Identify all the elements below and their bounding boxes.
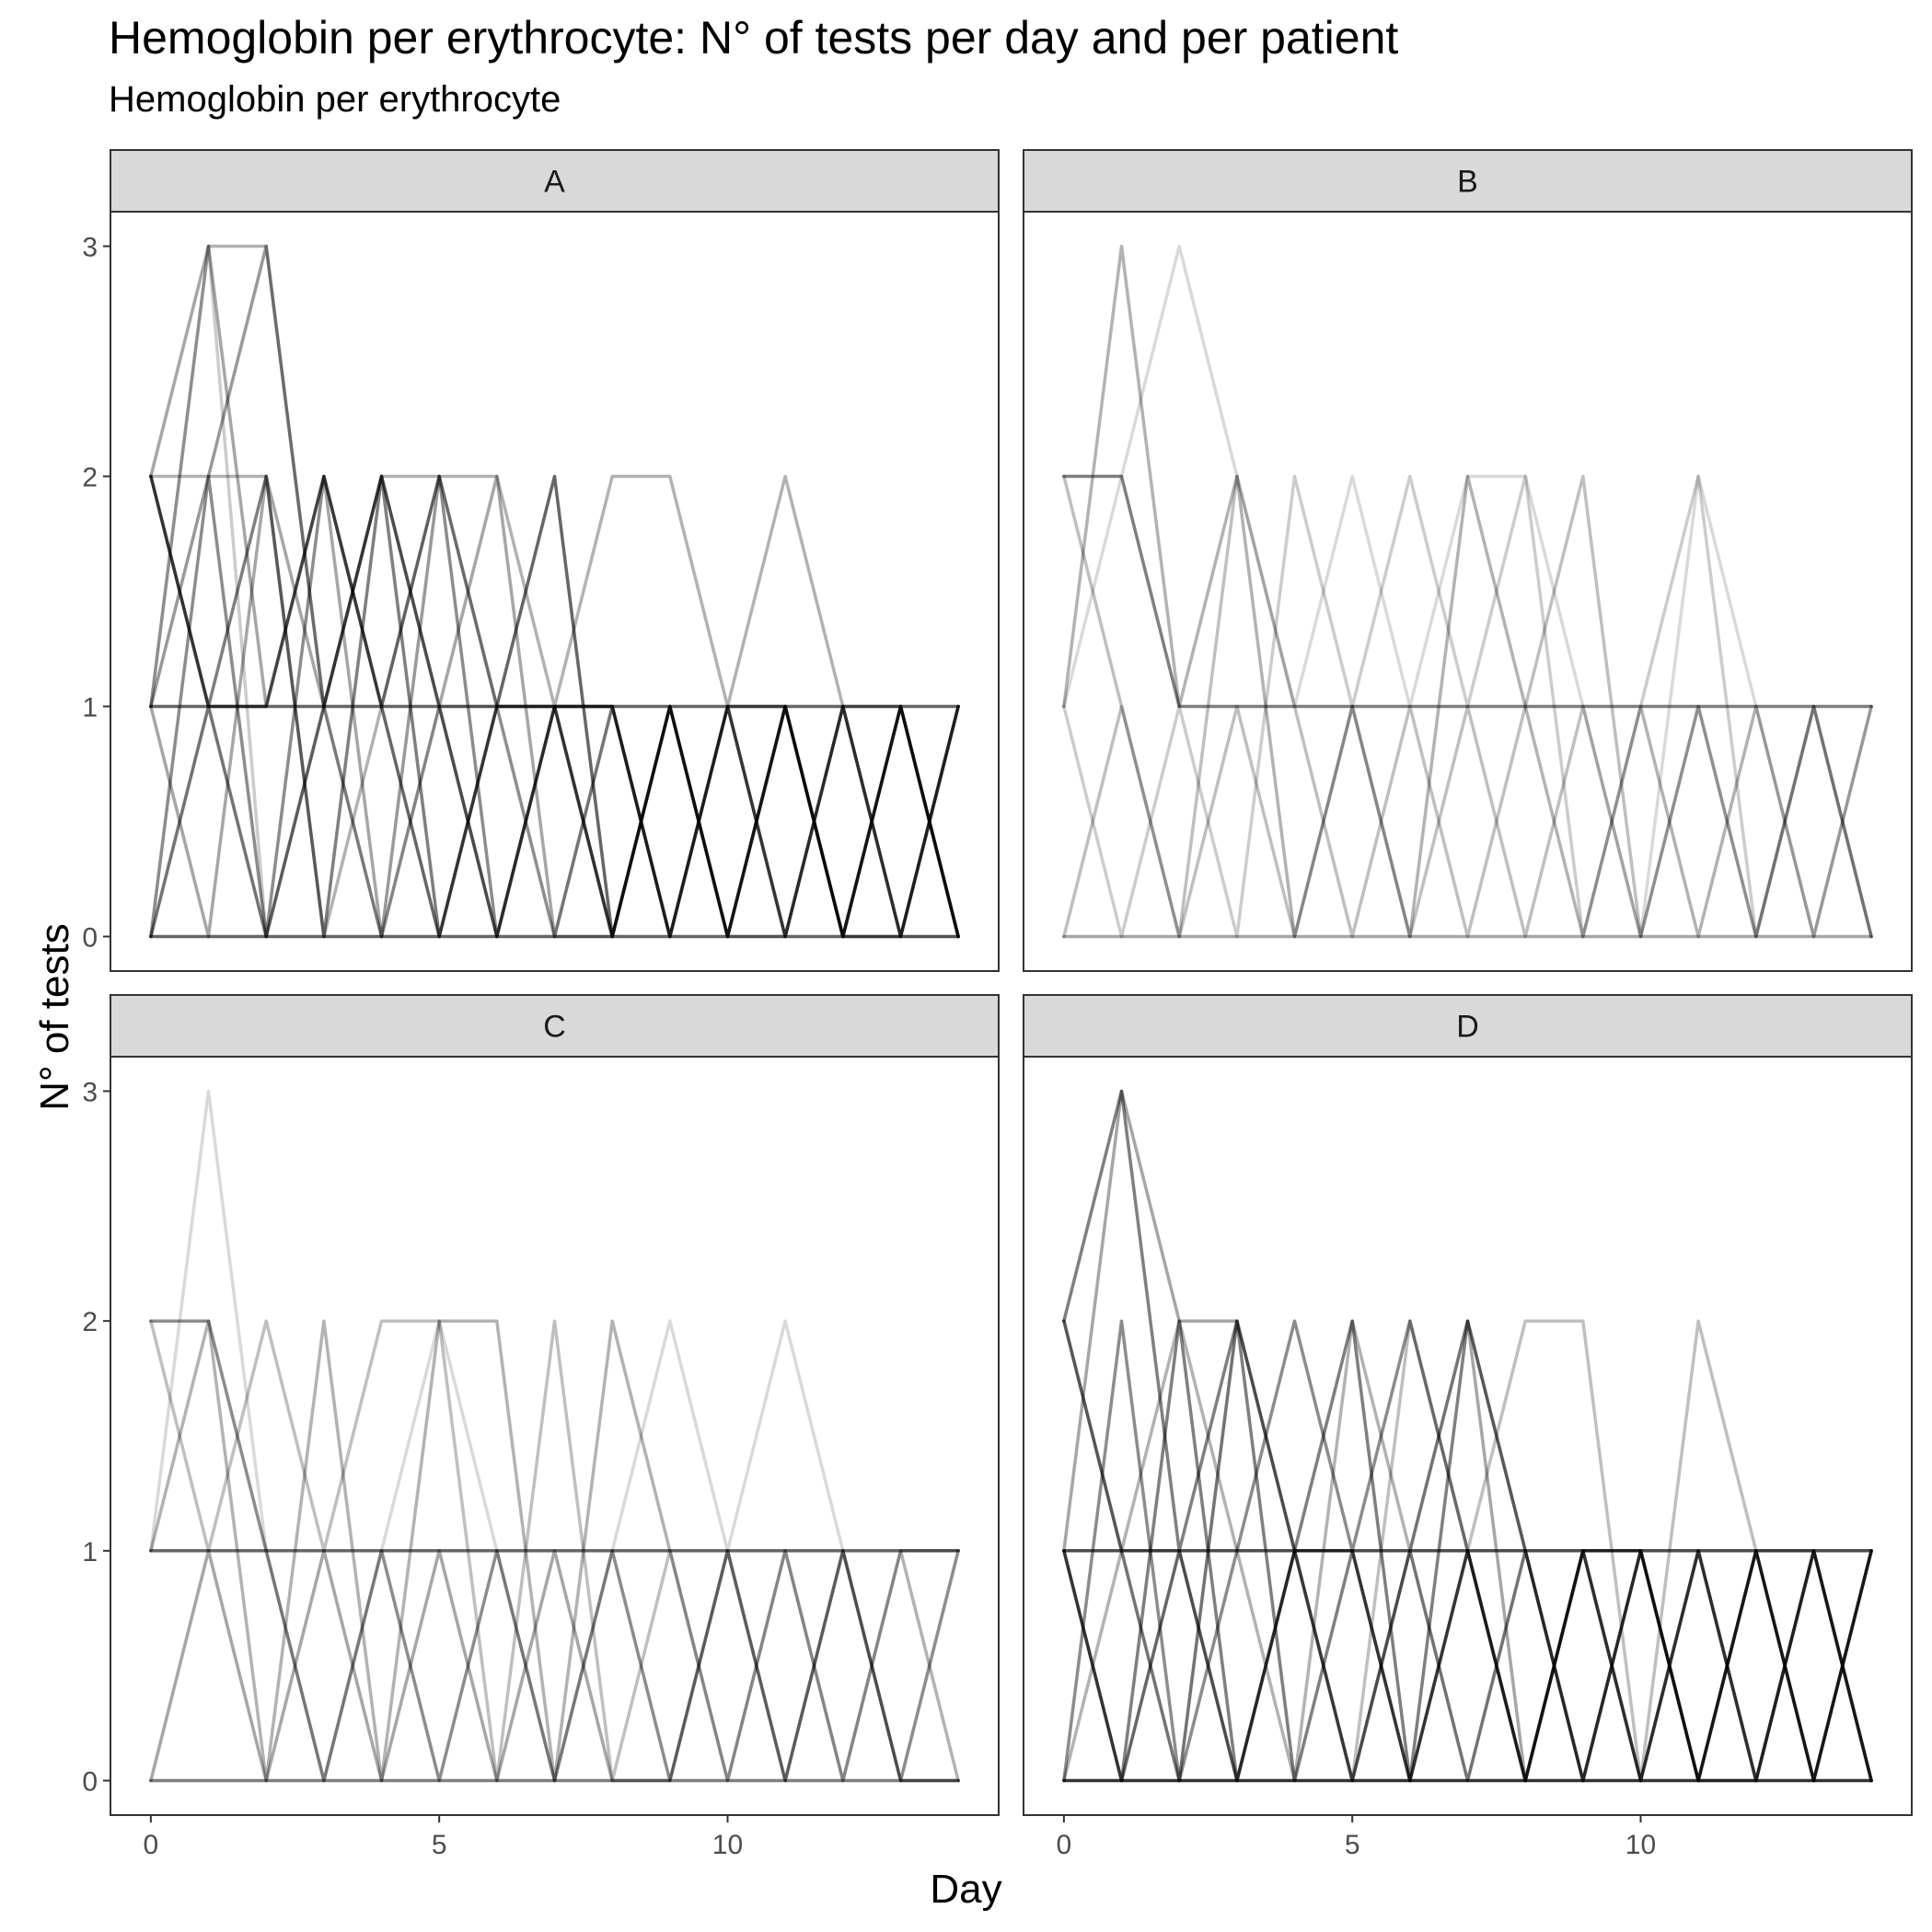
x-tick-label: 5 (1345, 1830, 1360, 1860)
panel-background (1024, 1057, 1912, 1815)
y-tick-label: 3 (82, 233, 98, 263)
series-lines (1062, 1089, 1873, 1783)
facet-panel-A: A 0 1 2 3 (82, 149, 1000, 972)
facet-strip-label: C (543, 1010, 566, 1045)
y-tick-label: 2 (82, 1307, 98, 1337)
facet-strip-label: D (1456, 1010, 1479, 1045)
x-tick-label: 10 (1625, 1830, 1656, 1860)
y-tick-label: 2 (82, 463, 98, 493)
facet-strip (1023, 994, 1913, 1058)
y-tick-label: 0 (82, 1767, 98, 1798)
x-tick-label: 0 (1057, 1830, 1072, 1860)
series-line-A-7 (149, 474, 960, 939)
facet-strip (110, 149, 1000, 213)
y-tick-label: 0 (82, 923, 98, 954)
y-tick-label: 1 (82, 693, 98, 723)
facet-panel-D: D 0 5 10 (1023, 994, 1913, 1860)
series-line-B-1 (1062, 244, 1873, 939)
panel-background (1024, 212, 1912, 971)
panel-border (110, 211, 1000, 972)
chart-title: Hemoglobin per erythrocyte: N° of tests … (109, 12, 1399, 64)
x-tick-label: 0 (144, 1830, 159, 1860)
series-line-C-4 (149, 1319, 960, 1783)
series-line-B-3 (1062, 474, 1873, 709)
series-line-B-6 (1062, 474, 1873, 939)
facet-strip-label: B (1457, 165, 1478, 200)
x-tick-label: 10 (712, 1830, 743, 1860)
y-tick-label: 3 (82, 1077, 98, 1107)
panel-background (110, 1057, 999, 1815)
series-lines (149, 244, 960, 939)
panel-background (110, 212, 999, 971)
series-line-B-4 (1062, 474, 1873, 939)
facet-panel-C: C 0 1 2 3 0 5 10 (82, 994, 1000, 1860)
x-axis-label: Day (930, 1867, 1002, 1912)
y-tick-label: 1 (82, 1537, 98, 1568)
x-tick-label: 5 (432, 1830, 447, 1860)
facet-strip (1023, 149, 1913, 213)
series-lines (1062, 244, 1873, 939)
facet-strip (110, 994, 1000, 1058)
series-line-B-5 (1062, 474, 1873, 939)
chart-subtitle: Hemoglobin per erythrocyte (109, 79, 561, 120)
panel-border (1023, 211, 1913, 972)
facet-strip-label: A (544, 165, 565, 200)
panel-border (110, 1056, 1000, 1816)
facet-panel-B: B (1023, 149, 1913, 972)
series-lines (149, 1089, 960, 1783)
panel-border (1023, 1056, 1913, 1816)
series-line-B-2 (1062, 244, 1873, 939)
